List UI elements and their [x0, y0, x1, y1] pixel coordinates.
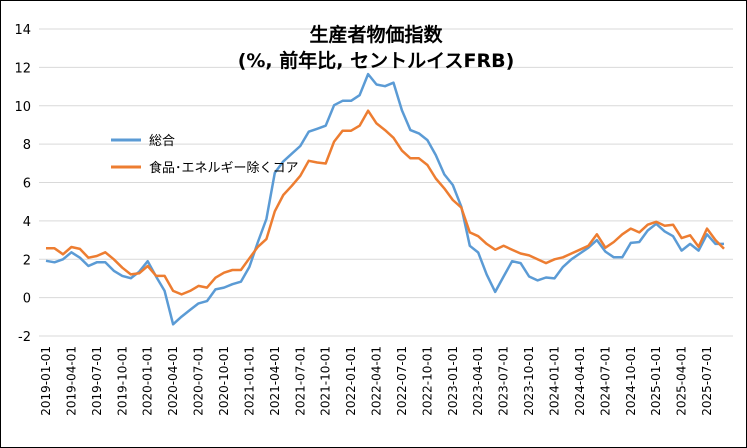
x-tick-label: 2019-04-01 — [64, 346, 78, 416]
y-tick-label: 4 — [23, 215, 31, 230]
x-tick-label: 2022-07-01 — [395, 346, 409, 416]
x-tick-label: 2023-01-01 — [446, 346, 460, 416]
y-tick-label: 12 — [14, 61, 31, 76]
y-axis-tick-labels: -2 0 2 4 6 8 10 12 14 — [14, 23, 31, 345]
x-tick-label: 2020-10-01 — [217, 346, 231, 416]
legend-label-overall: 総合 — [149, 134, 175, 149]
x-tick-label: 2023-04-01 — [471, 346, 485, 416]
x-tick-label: 2020-01-01 — [141, 346, 155, 416]
chart-title: 生産者物価指数 — [309, 23, 443, 46]
series-lines — [45, 72, 725, 326]
x-tick-label: 2024-04-01 — [573, 346, 587, 416]
series-line-overall — [45, 72, 724, 326]
chart-subtitle: (%, 前年比, セントルイスFRB) — [238, 49, 515, 72]
x-tick-label: 2023-10-01 — [522, 346, 536, 416]
x-tick-label: 2021-07-01 — [293, 346, 307, 416]
x-tick-label: 2021-01-01 — [242, 346, 256, 416]
legend-label-core: 食品･エネルギー除くコア — [149, 160, 299, 176]
y-tick-label: 0 — [23, 292, 31, 307]
x-tick-label: 2019-07-01 — [90, 346, 104, 416]
x-tick-label: 2021-10-01 — [319, 346, 333, 416]
x-tick-label: 2025-04-01 — [675, 346, 689, 416]
y-tick-label: 6 — [23, 177, 31, 192]
x-tick-label: 2019-10-01 — [115, 346, 129, 416]
x-tick-label: 2024-01-01 — [548, 346, 562, 416]
y-tick-label: -2 — [18, 330, 31, 345]
x-tick-label: 2024-10-01 — [624, 346, 638, 416]
x-tick-label: 2025-07-01 — [700, 346, 714, 416]
x-tick-label: 2020-04-01 — [166, 346, 180, 416]
x-tick-label: 2020-07-01 — [192, 346, 206, 416]
y-tick-label: 14 — [14, 23, 31, 38]
x-tick-label: 2025-01-01 — [649, 346, 663, 416]
y-tick-label: 2 — [23, 253, 31, 268]
x-tick-label: 2021-04-01 — [268, 346, 282, 416]
x-tick-label: 2022-04-01 — [370, 346, 384, 416]
x-tick-label: 2022-10-01 — [420, 346, 434, 416]
y-tick-label: 10 — [14, 100, 31, 115]
series-line-core — [46, 109, 725, 296]
x-tick-label: 2019-01-01 — [39, 346, 53, 416]
x-tick-label: 2022-01-01 — [344, 346, 358, 416]
x-axis-tick-labels: 2019-01-01 2019-04-01 2019-07-01 2019-10-01… — [39, 346, 714, 416]
x-tick-label: 2023-07-01 — [497, 346, 511, 416]
legend: 総合 食品･エネルギー除くコア — [111, 134, 299, 176]
x-tick-label: 2024-07-01 — [598, 346, 612, 416]
y-tick-label: 8 — [23, 138, 31, 153]
gridlines — [39, 28, 733, 337]
